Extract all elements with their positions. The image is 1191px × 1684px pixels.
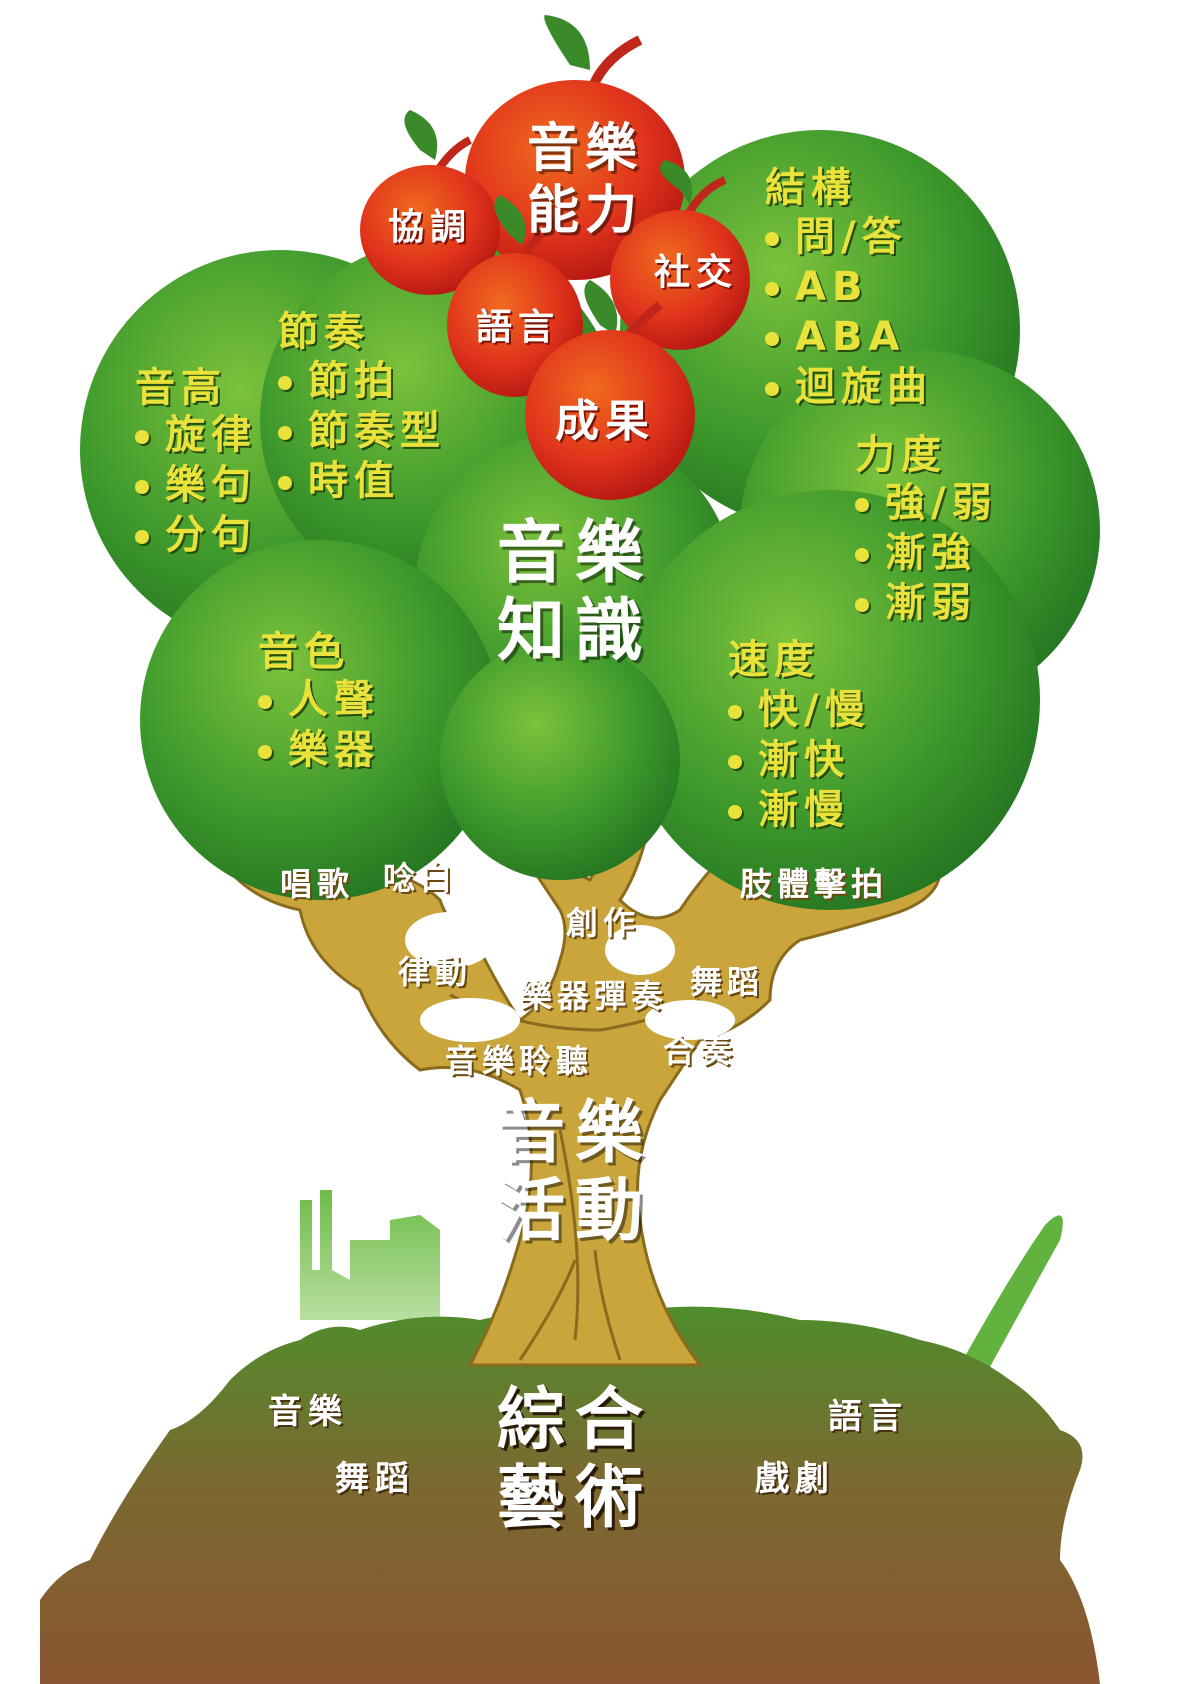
- arts-dance: 舞蹈: [335, 1459, 415, 1499]
- bullet-icon: [728, 705, 742, 719]
- list-item: 節奏型: [278, 406, 446, 456]
- activity-instrumental: 樂器彈奏: [520, 977, 669, 1015]
- activity-singing: 唱歌: [280, 865, 355, 903]
- arts-music: 音樂: [268, 1392, 348, 1432]
- pitch-title: 音高: [135, 365, 227, 411]
- apples: [360, 15, 750, 500]
- bullet-icon: [855, 598, 869, 612]
- tempo-list: 快/慢 漸快 漸慢: [728, 685, 871, 835]
- bullet-icon: [765, 332, 779, 346]
- bullet-icon: [855, 548, 869, 562]
- arts-language: 語言: [828, 1397, 908, 1437]
- list-item: 問/答: [765, 212, 933, 262]
- bullet-icon: [765, 382, 779, 396]
- list-item: 快/慢: [728, 685, 871, 735]
- list-item: 人聲: [258, 675, 380, 725]
- activity-creating: 創作: [566, 904, 641, 942]
- activity-dance: 舞蹈: [690, 963, 765, 1001]
- bullet-icon: [135, 530, 149, 544]
- pitch-list: 旋律 樂句 分句: [135, 410, 257, 560]
- bullet-icon: [278, 376, 292, 390]
- list-item: 節拍: [278, 356, 446, 406]
- arts-drama: 戲劇: [755, 1459, 835, 1499]
- tempo-title: 速度: [728, 637, 820, 683]
- list-item: 強/弱: [855, 478, 998, 528]
- list-item: 漸弱: [855, 578, 998, 628]
- integrated-arts-title: 綜合藝術: [496, 1381, 653, 1538]
- apple-coordination-label: 協調: [388, 207, 473, 248]
- list-item: AB: [765, 262, 933, 312]
- list-item: 分句: [135, 510, 257, 560]
- bullet-icon: [765, 282, 779, 296]
- dynamics-list: 強/弱 漸強 漸弱: [855, 478, 998, 628]
- list-item: 漸慢: [728, 785, 871, 835]
- list-item: 漸快: [728, 735, 871, 785]
- activity-movement: 律動: [398, 953, 473, 991]
- structure-list: 問/答 AB ABA 迴旋曲: [765, 212, 933, 412]
- rhythm-title: 節奏: [278, 309, 370, 355]
- activity-chanting: 唸白: [383, 859, 458, 897]
- structure-title: 結構: [765, 165, 857, 211]
- bullet-icon: [728, 755, 742, 769]
- tree-foliage: [80, 130, 1100, 910]
- activity-ensemble: 合奏: [663, 1032, 738, 1070]
- bullet-icon: [258, 745, 272, 759]
- dynamics-title: 力度: [855, 432, 947, 478]
- bullet-icon: [135, 430, 149, 444]
- list-item: ABA: [765, 312, 933, 362]
- apple-language-label: 語言: [476, 307, 561, 348]
- ground: [40, 1306, 1100, 1684]
- timbre-title: 音色: [258, 629, 350, 675]
- bullet-icon: [278, 426, 292, 440]
- list-item: 樂器: [258, 725, 380, 775]
- bullet-icon: [278, 476, 292, 490]
- bullet-icon: [728, 805, 742, 819]
- list-item: 迴旋曲: [765, 362, 933, 412]
- apple-outcome-label: 成果: [555, 396, 655, 447]
- bullet-icon: [855, 498, 869, 512]
- apple-outcome: [525, 280, 695, 500]
- timbre-list: 人聲 樂器: [258, 675, 380, 775]
- apple-coordination: [360, 110, 500, 295]
- activity-listening: 音樂聆聽: [445, 1042, 594, 1080]
- list-item: 漸強: [855, 528, 998, 578]
- list-item: 時值: [278, 456, 446, 506]
- rhythm-list: 節拍 節奏型 時值: [278, 356, 446, 506]
- bullet-icon: [135, 480, 149, 494]
- list-item: 樂句: [135, 460, 257, 510]
- music-activities-title: 音樂活動: [496, 1094, 653, 1251]
- activity-body-percussion: 肢體擊拍: [740, 865, 889, 903]
- music-knowledge-title: 音樂知識: [496, 514, 653, 671]
- apple-social-label: 社交: [654, 252, 739, 293]
- tree-trunk: [217, 797, 942, 1367]
- bullet-icon: [765, 232, 779, 246]
- list-item: 旋律: [135, 410, 257, 460]
- bullet-icon: [258, 695, 272, 709]
- apple-main-label: 音樂能力: [526, 119, 643, 241]
